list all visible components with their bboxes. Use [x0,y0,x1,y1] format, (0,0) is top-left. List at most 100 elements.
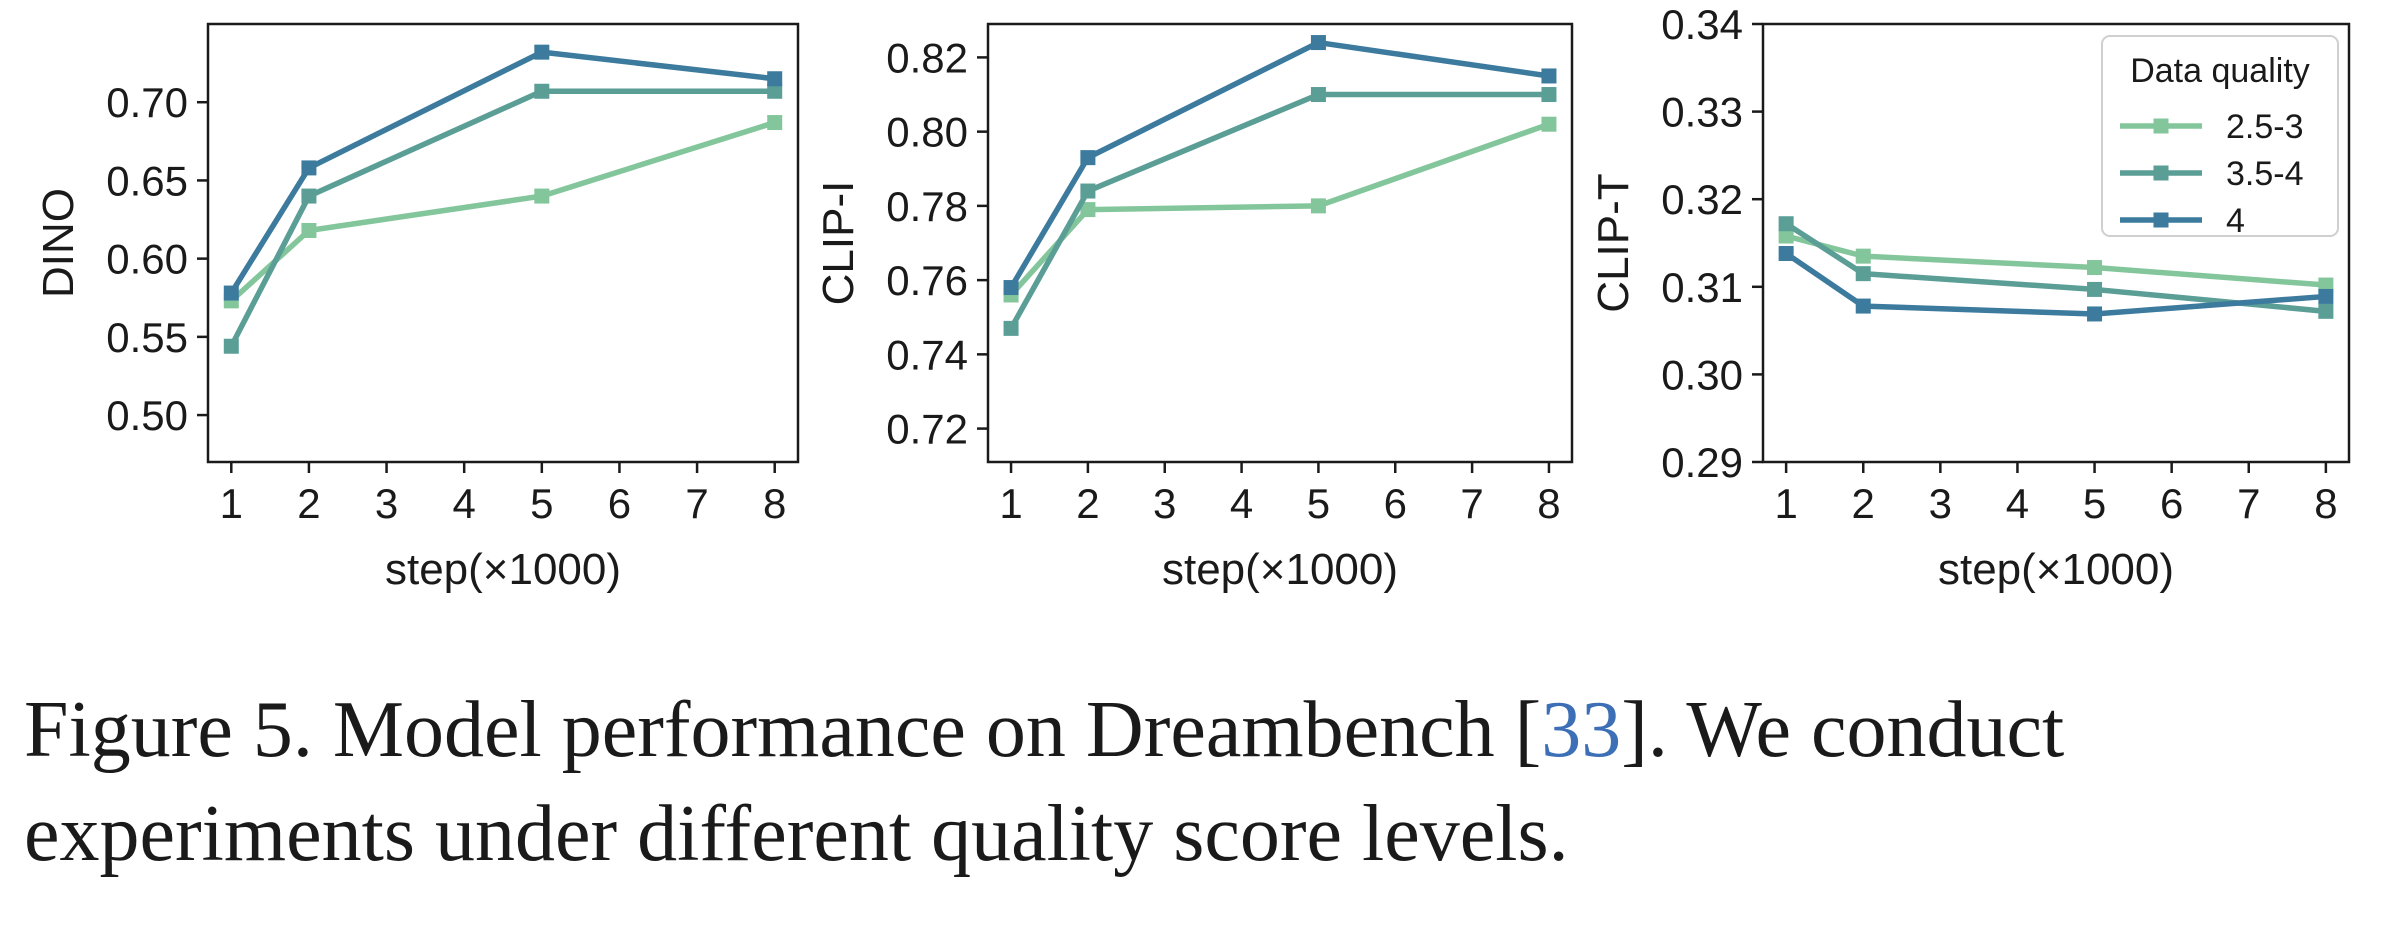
y-tick-label: 0.50 [106,392,188,439]
y-tick-label: 0.82 [886,34,968,81]
y-tick-label: 0.60 [106,236,188,283]
data-point-marker [2318,277,2334,293]
x-tick-label: 3 [375,480,398,527]
x-tick-label: 8 [1537,480,1560,527]
x-tick-label: 6 [2160,480,2183,527]
y-tick-label: 0.34 [1661,1,1743,48]
x-tick-label: 4 [1230,480,1253,527]
x-tick-label: 5 [530,480,553,527]
y-axis-label: DINO [34,188,83,298]
y-tick-label: 0.30 [1661,351,1743,398]
x-tick-label: 3 [1929,480,1952,527]
plot-frame [206,22,800,464]
series-line-3.5-4 [1008,91,1549,330]
legend-label-2.5-3: 2.5-3 [2226,108,2304,146]
legend-title: Data quality [2130,52,2310,90]
series-line-4 [1784,251,2327,317]
data-point-marker [2318,288,2334,304]
x-tick-label: 7 [685,480,708,527]
data-point-marker [1778,228,1794,244]
x-axis-label: step(×1000) [1162,545,1398,594]
data-point-marker [2087,306,2103,322]
caption-prefix: Figure 5. Model performance on Dreambenc… [24,686,1542,774]
data-point-marker [2087,281,2103,297]
y-tick-label: 0.74 [886,331,968,378]
data-point-marker [301,160,317,176]
x-tick-label: 2 [297,480,320,527]
data-point-marker [534,188,550,204]
data-point-marker [1003,320,1019,336]
x-tick-label: 7 [1460,480,1483,527]
series-line-2.5-3 [229,119,776,303]
x-tick-label: 2 [1852,480,1875,527]
legend-marker-3.5-4 [2153,165,2169,181]
data-point-marker [1003,280,1019,296]
data-point-marker [301,222,317,238]
figure-caption: Figure 5. Model performance on Dreambenc… [24,678,2384,886]
y-tick-label: 0.32 [1661,176,1743,223]
legend-marker-4 [2153,212,2169,228]
x-tick-label: 3 [1153,480,1176,527]
data-point-marker [1855,266,1871,282]
data-point-marker [1541,68,1557,84]
data-point-marker [1855,298,1871,314]
chart-panel-3: 0.29 0.30 0.31 0.32 0.33 0.34 1 2 3 4 5 6 7 8 step(×10… [1589,1,2351,594]
series-line-2.5-3 [1009,121,1550,297]
legend-box [2101,35,2339,237]
data-point-marker [301,188,317,204]
y-tick-label: 0.33 [1661,89,1743,136]
data-point-marker [534,44,550,60]
plot-frame [1761,22,2351,464]
x-tick-label: 5 [2083,480,2106,527]
x-tick-label: 7 [2237,480,2260,527]
y-axis-label: CLIP-I [814,181,863,306]
x-tick-label: 2 [1076,480,1099,527]
x-tick-label: 6 [1384,480,1407,527]
x-tick-label: 1 [220,480,243,527]
chart-panel-1: 0.50 0.55 0.60 0.65 0.70 1 2 3 4 5 6 7 8 step(×1000) D… [34,22,800,594]
legend-label-4: 4 [2226,202,2245,240]
data-point-marker [1778,216,1794,232]
data-point-marker [1080,202,1096,218]
y-tick-label: 0.72 [886,406,968,453]
x-axis-label: step(×1000) [385,545,621,594]
x-tick-label: 4 [453,480,476,527]
data-point-marker [1778,246,1794,262]
chart-panel-2: 0.72 0.74 0.76 0.78 0.80 0.82 1 2 3 4 5 6 7 8 step(×10… [814,22,1574,594]
x-tick-label: 4 [2006,480,2029,527]
data-point-marker [1080,150,1096,166]
y-tick-label: 0.78 [886,183,968,230]
x-tick-label: 8 [763,480,786,527]
y-tick-label: 0.65 [106,157,188,204]
series-line-4 [228,49,776,295]
caption-citation-link[interactable]: 33 [1541,686,1622,774]
series-line-3.5-4 [228,88,775,348]
x-tick-label: 1 [1774,480,1797,527]
data-point-marker [1541,116,1557,132]
y-tick-label: 0.76 [886,257,968,304]
y-tick-label: 0.80 [886,109,968,156]
data-point-marker [534,83,550,99]
data-point-marker [2087,260,2103,276]
x-tick-label: 8 [2314,480,2337,527]
data-point-marker [2318,303,2334,319]
data-point-marker [1080,183,1096,199]
series-line-4 [1008,39,1550,289]
x-tick-label: 6 [608,480,631,527]
y-tick-label: 0.29 [1661,439,1743,486]
y-tick-label: 0.55 [106,314,188,361]
data-point-marker [223,338,239,354]
legend: Data quality 2.5-3 3.5-4 4 [2101,35,2339,240]
series-line-3.5-4 [1784,221,2327,315]
y-tick-label: 0.70 [106,79,188,126]
data-point-marker [223,285,239,301]
x-tick-label: 5 [1307,480,1330,527]
data-point-marker [1310,87,1326,103]
data-point-marker [767,115,783,131]
data-point-marker [1541,87,1557,103]
caption-suffix: ]. We conduct experiments under differen… [24,686,2065,878]
figure: 0.50 0.55 0.60 0.65 0.70 1 2 3 4 5 6 7 8 step(×1000) D… [34,1,2351,594]
y-axis-label: CLIP-T [1589,173,1638,312]
plot-frame [986,22,1574,464]
data-point-marker [1855,248,1871,264]
